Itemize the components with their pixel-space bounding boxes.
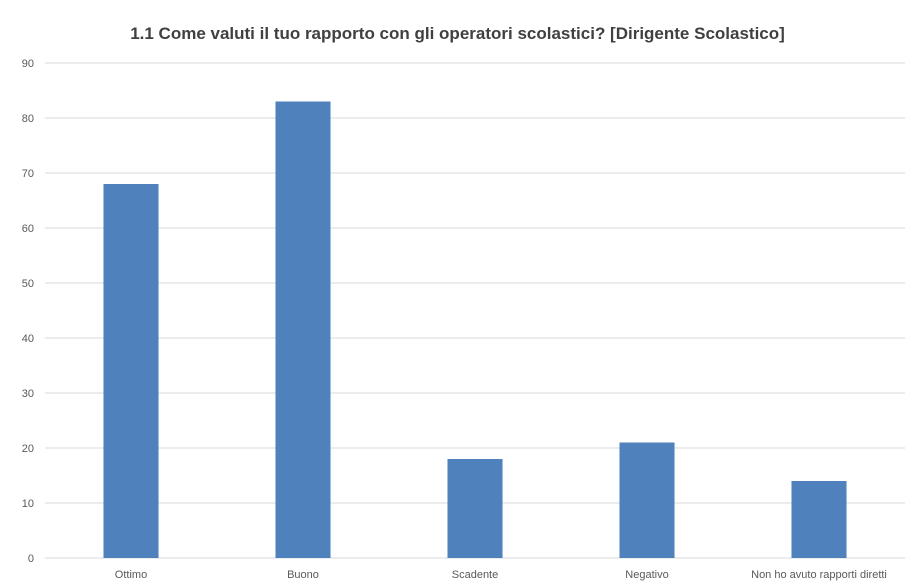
y-tick-label: 10 xyxy=(22,498,34,510)
y-tick-label: 90 xyxy=(22,58,34,70)
y-tick-label: 30 xyxy=(22,388,34,400)
x-axis-labels: Ottimo Buono Scadente Negativo Non ho avuto … xyxy=(115,569,887,581)
x-category-label: Scadente xyxy=(452,569,498,581)
y-tick-label: 80 xyxy=(22,113,34,125)
y-tick-label: 60 xyxy=(22,223,34,235)
x-category-label: Buono xyxy=(287,569,319,581)
y-tick-label: 0 xyxy=(28,553,34,565)
bar-buono xyxy=(275,101,331,558)
y-tick-label: 40 xyxy=(22,333,34,345)
x-category-label: Ottimo xyxy=(115,569,147,581)
bar-ottimo xyxy=(103,184,159,558)
x-category-label: Non ho avuto rapporti diretti xyxy=(751,569,887,581)
bar-scadente xyxy=(447,459,503,558)
y-tick-label: 20 xyxy=(22,443,34,455)
x-category-label: Negativo xyxy=(625,569,668,581)
y-tick-label: 50 xyxy=(22,278,34,290)
bar-negativo xyxy=(619,442,675,558)
bars xyxy=(103,101,847,558)
bar-non-ho-avuto-rapporti-diretti xyxy=(791,481,847,558)
chart-title: 1.1 Come valuti il tuo rapporto con gli … xyxy=(130,24,785,43)
y-axis-ticks: 0 10 20 30 40 50 60 70 80 90 xyxy=(22,58,34,565)
y-tick-label: 70 xyxy=(22,168,34,180)
